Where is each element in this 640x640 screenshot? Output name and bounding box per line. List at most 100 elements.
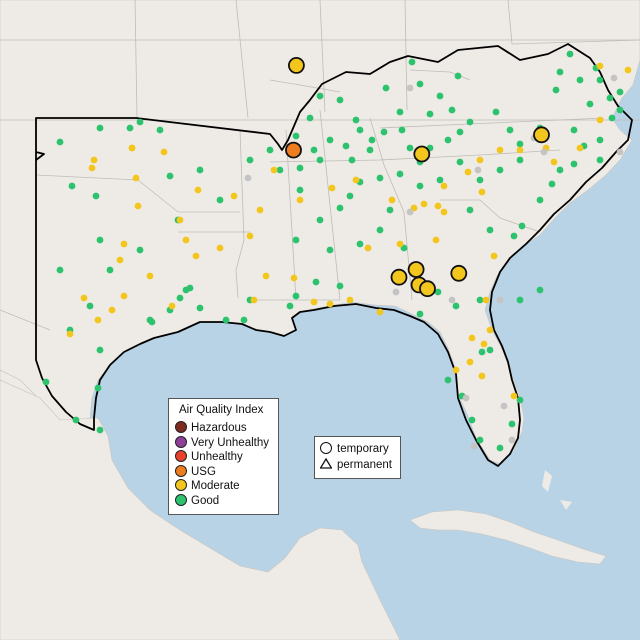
site-good-marker[interactable]	[336, 282, 344, 290]
site-offline-marker[interactable]	[500, 402, 508, 410]
site-offline-marker[interactable]	[462, 394, 470, 402]
site-good-marker[interactable]	[56, 266, 64, 274]
site-moderate-marker[interactable]	[364, 244, 372, 252]
site-good-marker[interactable]	[516, 156, 524, 164]
site-moderate-marker[interactable]	[596, 116, 604, 124]
site-good-marker[interactable]	[296, 164, 304, 172]
site-good-marker[interactable]	[596, 156, 604, 164]
site-moderate-marker[interactable]	[128, 144, 136, 152]
site-moderate-marker[interactable]	[550, 158, 558, 166]
site-good-marker[interactable]	[186, 284, 194, 292]
site-good-marker[interactable]	[352, 116, 360, 124]
site-good-marker[interactable]	[448, 106, 456, 114]
site-good-marker[interactable]	[408, 58, 416, 66]
site-good-marker[interactable]	[366, 146, 374, 154]
site-good-marker[interactable]	[386, 206, 394, 214]
site-moderate-marker[interactable]	[624, 66, 632, 74]
site-offline-marker[interactable]	[540, 148, 548, 156]
site-moderate-marker[interactable]	[116, 256, 124, 264]
site-moderate-marker[interactable]	[108, 306, 116, 314]
site-good-marker[interactable]	[42, 378, 50, 386]
site-good-marker[interactable]	[416, 310, 424, 318]
site-moderate-marker[interactable]	[120, 292, 128, 300]
site-moderate-marker[interactable]	[478, 372, 486, 380]
site-moderate-marker[interactable]	[216, 244, 224, 252]
site-moderate-marker[interactable]	[516, 146, 524, 154]
site-moderate-marker[interactable]	[482, 296, 490, 304]
site-good-marker[interactable]	[326, 246, 334, 254]
site-moderate-marker[interactable]	[486, 326, 494, 334]
site-good-marker[interactable]	[492, 108, 500, 116]
site-good-marker[interactable]	[72, 416, 80, 424]
site-good-marker[interactable]	[478, 348, 486, 356]
site-good-marker[interactable]	[496, 444, 504, 452]
temporary-site-marker[interactable]	[390, 268, 408, 286]
temporary-site-marker[interactable]	[533, 126, 550, 144]
site-good-marker[interactable]	[96, 236, 104, 244]
site-moderate-marker[interactable]	[328, 184, 336, 192]
site-good-marker[interactable]	[486, 226, 494, 234]
site-good-marker[interactable]	[396, 170, 404, 178]
temporary-site-marker[interactable]	[450, 264, 468, 282]
site-moderate-marker[interactable]	[476, 156, 484, 164]
site-good-marker[interactable]	[240, 316, 248, 324]
site-good-marker[interactable]	[286, 302, 294, 310]
site-good-marker[interactable]	[312, 278, 320, 286]
site-good-marker[interactable]	[456, 128, 464, 136]
site-good-marker[interactable]	[382, 84, 390, 92]
site-moderate-marker[interactable]	[432, 236, 440, 244]
temporary-site-marker[interactable]	[407, 261, 425, 278]
site-moderate-marker[interactable]	[168, 302, 176, 310]
site-good-marker[interactable]	[316, 92, 324, 100]
site-good-marker[interactable]	[596, 76, 604, 84]
site-offline-marker[interactable]	[616, 148, 624, 156]
site-moderate-marker[interactable]	[194, 186, 202, 194]
site-moderate-marker[interactable]	[464, 168, 472, 176]
site-good-marker[interactable]	[368, 136, 376, 144]
site-offline-marker[interactable]	[392, 288, 400, 296]
site-offline-marker[interactable]	[508, 436, 516, 444]
site-good-marker[interactable]	[444, 376, 452, 384]
site-good-marker[interactable]	[476, 176, 484, 184]
site-good-marker[interactable]	[136, 118, 144, 126]
site-good-marker[interactable]	[416, 80, 424, 88]
site-good-marker[interactable]	[452, 302, 460, 310]
site-good-marker[interactable]	[166, 172, 174, 180]
site-good-marker[interactable]	[222, 316, 230, 324]
site-good-marker[interactable]	[96, 426, 104, 434]
site-good-marker[interactable]	[86, 302, 94, 310]
site-good-marker[interactable]	[476, 436, 484, 444]
site-good-marker[interactable]	[306, 114, 314, 122]
site-moderate-marker[interactable]	[94, 316, 102, 324]
site-moderate-marker[interactable]	[256, 206, 264, 214]
site-good-marker[interactable]	[376, 174, 384, 182]
site-good-marker[interactable]	[156, 126, 164, 134]
temporary-site-marker[interactable]	[285, 141, 302, 159]
site-moderate-marker[interactable]	[490, 252, 498, 260]
site-offline-marker[interactable]	[610, 74, 618, 82]
site-good-marker[interactable]	[68, 182, 76, 190]
site-moderate-marker[interactable]	[90, 156, 98, 164]
site-good-marker[interactable]	[136, 246, 144, 254]
site-moderate-marker[interactable]	[120, 240, 128, 248]
site-moderate-marker[interactable]	[576, 144, 584, 152]
site-good-marker[interactable]	[444, 136, 452, 144]
site-moderate-marker[interactable]	[480, 340, 488, 348]
site-moderate-marker[interactable]	[496, 146, 504, 154]
site-good-marker[interactable]	[496, 166, 504, 174]
site-moderate-marker[interactable]	[326, 300, 334, 308]
site-good-marker[interactable]	[292, 292, 300, 300]
site-good-marker[interactable]	[276, 166, 284, 174]
site-good-marker[interactable]	[510, 232, 518, 240]
site-good-marker[interactable]	[616, 88, 624, 96]
site-good-marker[interactable]	[342, 142, 350, 150]
site-moderate-marker[interactable]	[440, 182, 448, 190]
site-good-marker[interactable]	[196, 166, 204, 174]
site-good-marker[interactable]	[616, 106, 624, 114]
site-good-marker[interactable]	[516, 140, 524, 148]
site-good-marker[interactable]	[468, 416, 476, 424]
site-good-marker[interactable]	[466, 206, 474, 214]
site-good-marker[interactable]	[356, 126, 364, 134]
site-moderate-marker[interactable]	[230, 192, 238, 200]
